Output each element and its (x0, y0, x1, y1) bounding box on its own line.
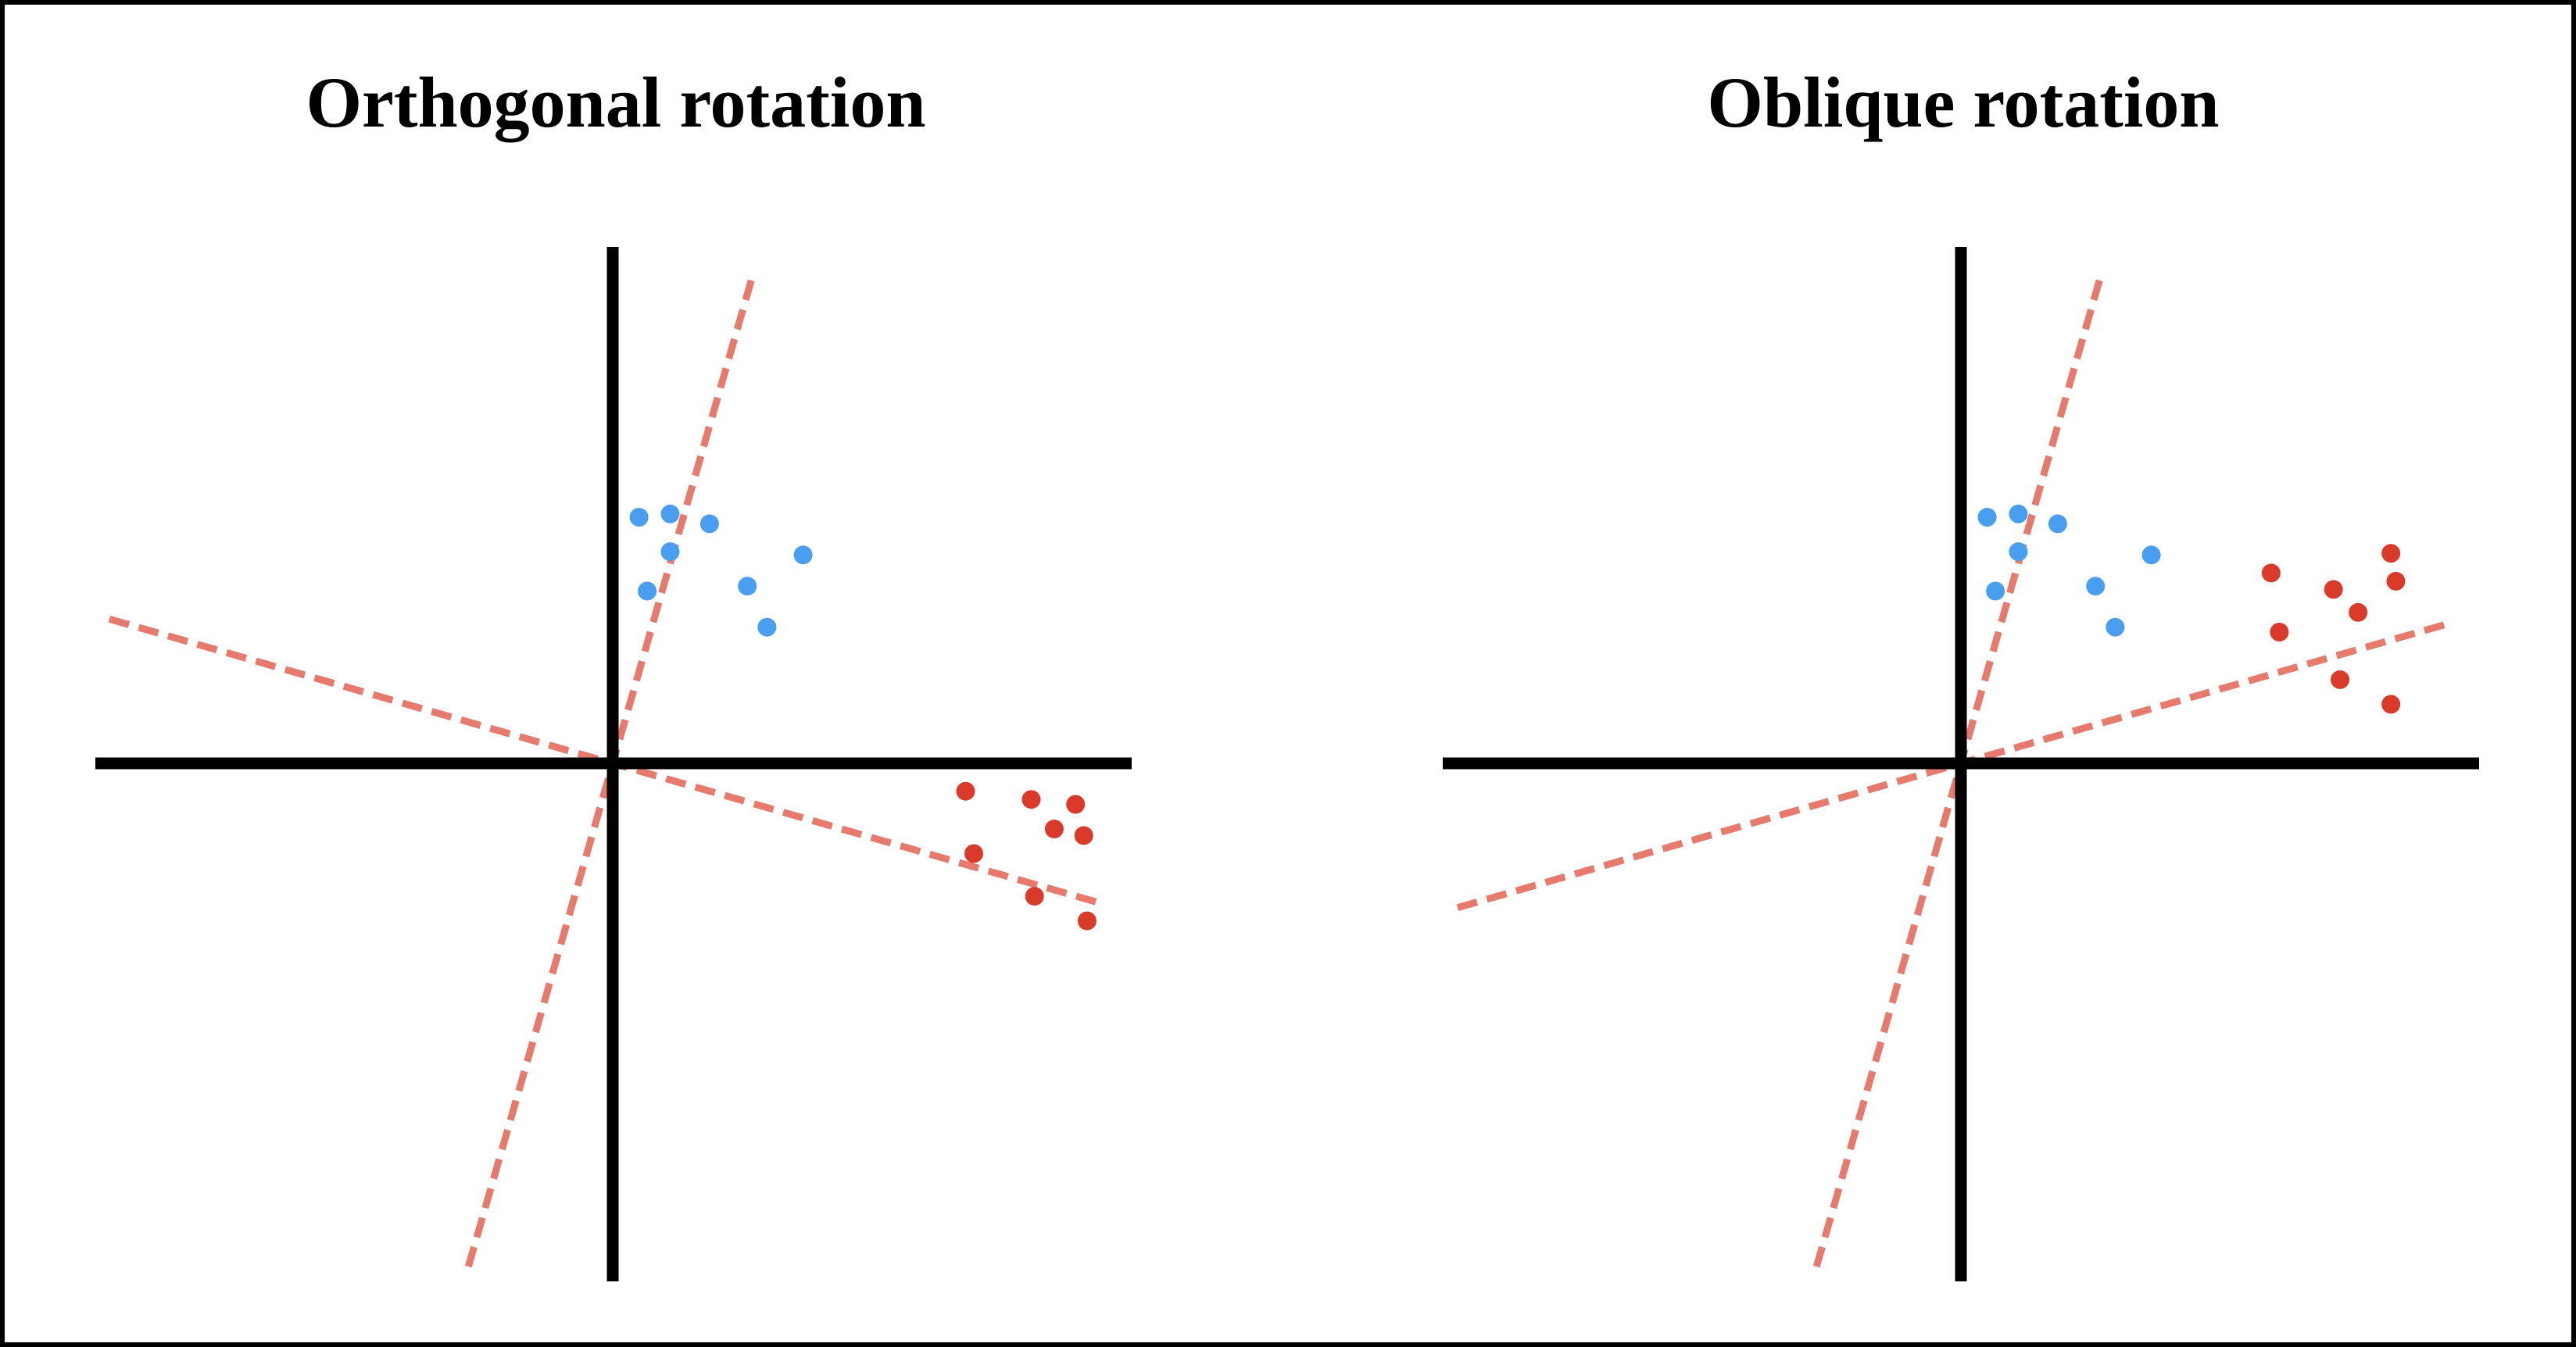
orthogonal-blue-point-3 (699, 514, 719, 534)
orthogonal-rotated-axis-factor-2 (464, 273, 757, 1268)
oblique-blue-point-2 (2009, 504, 2028, 523)
orthogonal-blue-point-8 (757, 617, 777, 637)
orthogonal-blue-point-5 (738, 577, 757, 596)
oblique-blue-point-6 (2141, 545, 2161, 565)
rotation-diagram (95, 247, 2479, 1281)
oblique-red-point-4 (2386, 571, 2406, 591)
oblique-blue-point-8 (2106, 617, 2125, 637)
orthogonal-red-point-7 (1025, 887, 1044, 906)
oblique-blue-point-1 (1977, 508, 1997, 527)
oblique-blue-point-4 (2009, 542, 2028, 562)
oblique-red-point-5 (2349, 602, 2368, 622)
orthogonal-blue-point-2 (660, 504, 680, 523)
oblique-blue-point-3 (2048, 514, 2067, 534)
orthogonal-red-point-6 (964, 844, 983, 863)
oblique-blue-point-5 (2086, 577, 2106, 596)
oblique-red-point-1 (2261, 563, 2281, 583)
oblique-panel-title: Oblique rotation (1707, 63, 2220, 142)
orthogonal-panel-title: Orthogonal rotation (306, 63, 926, 142)
oblique-red-point-7 (2331, 670, 2350, 689)
orthogonal-red-point-8 (1077, 911, 1097, 931)
orthogonal-red-point-1 (956, 781, 975, 801)
orthogonal-red-point-2 (1021, 790, 1041, 809)
orthogonal-blue-point-4 (660, 542, 680, 562)
orthogonal-red-point-5 (1074, 826, 1093, 845)
orthogonal-red-point-3 (1066, 795, 1086, 814)
orthogonal-panel (95, 247, 1132, 1281)
oblique-rotated-axis-factor-2 (1812, 273, 2105, 1268)
oblique-red-point-2 (2324, 580, 2343, 599)
orthogonal-rotated-axis-factor-1 (108, 615, 1103, 907)
oblique-rotated-axis-factor-1 (1456, 620, 2451, 912)
oblique-red-point-6 (2270, 623, 2289, 641)
orthogonal-blue-point-1 (629, 508, 649, 527)
oblique-panel (1443, 247, 2479, 1281)
orthogonal-red-point-4 (1044, 820, 1064, 838)
oblique-blue-point-7 (1986, 581, 2005, 601)
orthogonal-blue-point-6 (793, 545, 813, 565)
orthogonal-blue-point-7 (638, 581, 657, 601)
oblique-red-point-8 (2381, 695, 2401, 714)
oblique-red-point-3 (2381, 544, 2401, 563)
